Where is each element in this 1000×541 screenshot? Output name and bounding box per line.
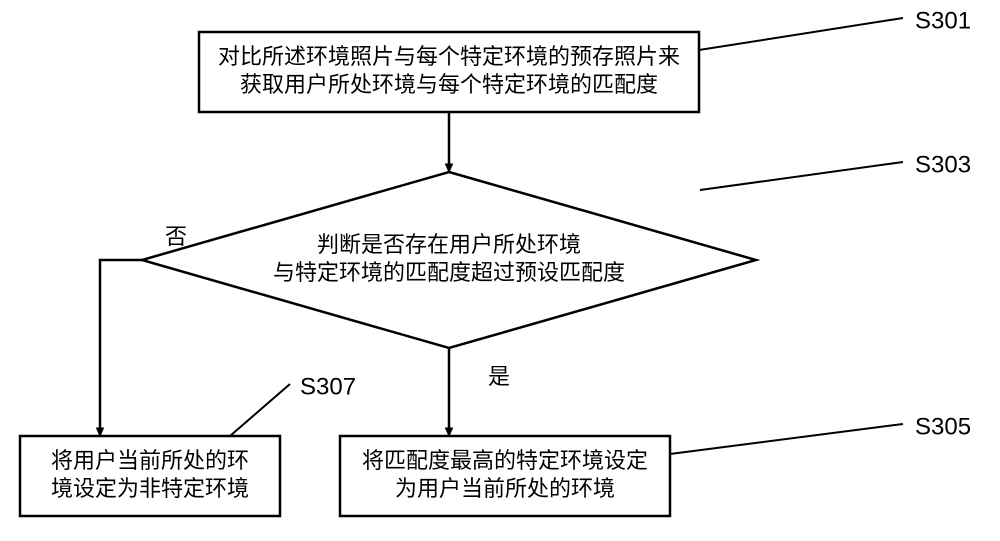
leader-s301: [699, 18, 903, 50]
s307-line2: 境设定为非特定环境: [51, 476, 249, 501]
leader-s305: [670, 424, 903, 454]
s301-line2: 获取用户所处环境与每个特定环境的匹配度: [240, 72, 658, 97]
s301-line1: 对比所述环境照片与每个特定环境的预存照片来: [218, 44, 680, 69]
step-label-s301: S301: [915, 7, 971, 34]
leader-s303: [700, 162, 903, 190]
s307-line1: 将用户当前所处的环: [51, 448, 249, 473]
leader-s307: [230, 384, 290, 436]
edge-s303-s307: [100, 260, 142, 436]
s305-line2: 为用户当前所处的环境: [395, 476, 615, 501]
edge-label-是: 是: [488, 364, 510, 389]
s303-line2: 与特定环境的匹配度超过预设匹配度: [273, 260, 625, 285]
s305-line1: 将匹配度最高的特定环境设定: [362, 448, 648, 473]
step-label-s307: S307: [300, 373, 356, 400]
step-label-s303: S303: [915, 151, 971, 178]
edge-label-否: 否: [165, 224, 187, 249]
s303-line1: 判断是否存在用户所处环境: [317, 232, 581, 257]
step-label-s305: S305: [915, 413, 971, 440]
